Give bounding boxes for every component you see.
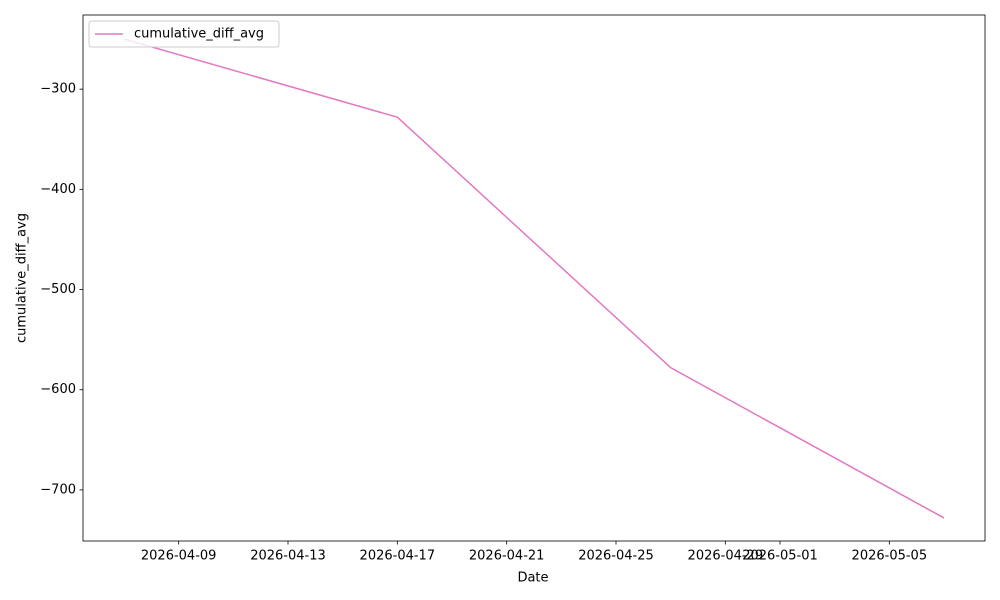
y-axis-label: cumulative_diff_avg	[15, 213, 30, 343]
x-axis-label: Date	[517, 571, 548, 586]
y-tick-label: −700	[40, 482, 76, 497]
x-tick-label: 2026-04-17	[360, 549, 436, 564]
data-line	[123, 38, 945, 519]
x-tick-label: 2026-04-09	[141, 549, 217, 564]
x-tick-label: 2026-05-01	[742, 549, 818, 564]
x-tick-label: 2026-04-21	[469, 549, 545, 564]
y-tick-label: −500	[40, 282, 76, 297]
y-tick-label: −300	[40, 82, 76, 97]
y-tick-label: −600	[40, 382, 76, 397]
plot-frame	[82, 14, 986, 542]
x-tick-label: 2026-04-13	[250, 549, 326, 564]
x-tick-label: 2026-04-29	[688, 549, 764, 564]
x-tick-label: 2026-05-05	[852, 549, 928, 564]
legend-box	[88, 20, 280, 48]
legend-label: cumulative_diff_avg	[134, 27, 264, 42]
y-tick-label: −400	[40, 182, 76, 197]
x-tick-label: 2026-04-25	[578, 549, 654, 564]
